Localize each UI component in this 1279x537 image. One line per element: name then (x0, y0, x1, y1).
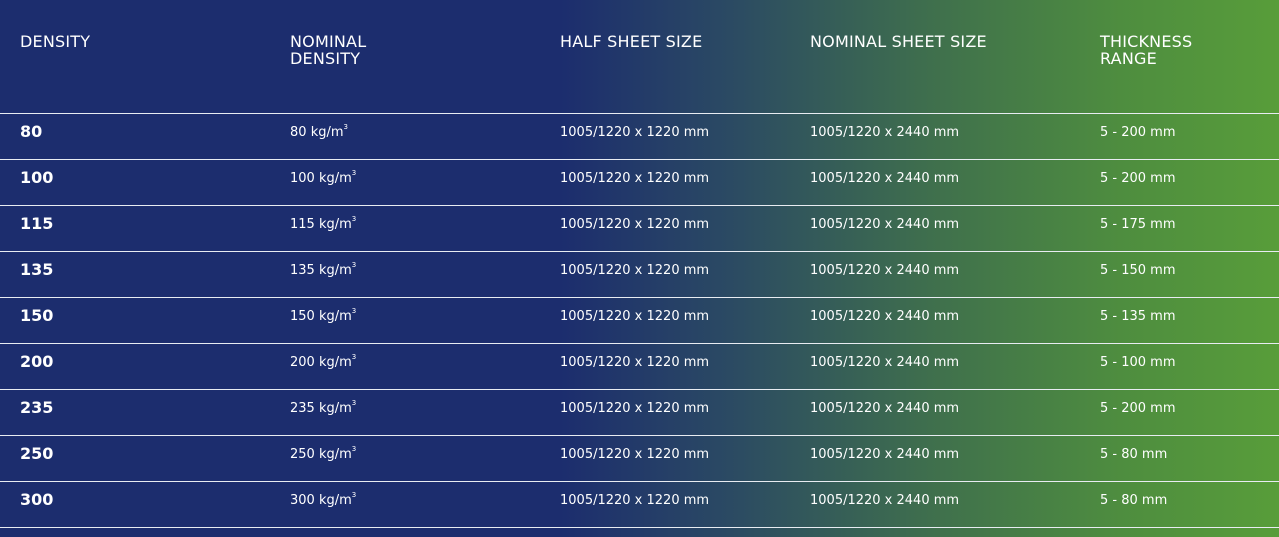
cell-thickness-range: 5 - 80 mm (1100, 481, 1279, 528)
cell-density: 100 (0, 159, 290, 206)
cell-nominal-density: 100 kg/m3 (290, 159, 560, 206)
unit: kg/m (318, 217, 352, 232)
cell-nominal-density: 200 kg/m3 (290, 343, 560, 390)
cell-density: 200 (0, 343, 290, 390)
unit: kg/m (318, 171, 352, 186)
header-row: DENSITY NOMINAL DENSITY HALF SHEET SIZE NOMI… (0, 0, 1279, 114)
table-row: 80 80 kg/m3 1005/1220 x 1220 mm 1005/1220 x… (0, 113, 1279, 160)
cell-nominal-sheet-size: 1005/1220 x 2440 mm (810, 297, 1100, 344)
cell-nominal-density: 80 kg/m3 (290, 113, 560, 160)
nominal-value: 115 (290, 217, 315, 232)
cell-thickness-range: 5 - 150 mm (1100, 251, 1279, 298)
nominal-value: 135 (290, 263, 315, 278)
cell-density: 115 (0, 205, 290, 252)
unit: kg/m (318, 309, 352, 324)
cell-half-sheet-size: 1005/1220 x 1220 mm (560, 113, 810, 160)
unit-exponent: 3 (351, 169, 357, 177)
cell-nominal-density: 300 kg/m3 (290, 481, 560, 528)
cell-density: 235 (0, 389, 290, 436)
unit-exponent: 3 (351, 353, 357, 361)
cell-nominal-density: 235 kg/m3 (290, 389, 560, 436)
cell-nominal-sheet-size: 1005/1220 x 2440 mm (810, 389, 1100, 436)
cell-thickness-range: 5 - 80 mm (1100, 435, 1279, 482)
cell-nominal-sheet-size: 1005/1220 x 2440 mm (810, 435, 1100, 482)
unit: kg/m (310, 125, 344, 140)
nominal-value: 150 (290, 309, 315, 324)
header-thickness-range: THICKNESS RANGE (1100, 32, 1193, 68)
table-row: 200 200 kg/m3 1005/1220 x 1220 mm 1005/1220… (0, 343, 1279, 390)
cell-nominal-density: 115 kg/m3 (290, 205, 560, 252)
table-row: 150 150 kg/m3 1005/1220 x 1220 mm 1005/1220… (0, 297, 1279, 344)
cell-half-sheet-size: 1005/1220 x 1220 mm (560, 205, 810, 252)
unit-exponent: 3 (351, 215, 357, 223)
unit: kg/m (318, 401, 352, 416)
nominal-value: 200 (290, 355, 315, 370)
unit-exponent: 3 (351, 307, 357, 315)
table-row: 300 300 kg/m3 1005/1220 x 1220 mm 1005/1220… (0, 481, 1279, 528)
header-density: DENSITY (20, 32, 91, 51)
header-nominal-density: NOMINAL DENSITY (290, 32, 367, 68)
table-body: 80 80 kg/m3 1005/1220 x 1220 mm 1005/1220 x… (0, 113, 1279, 528)
cell-thickness-range: 5 - 100 mm (1100, 343, 1279, 390)
cell-half-sheet-size: 1005/1220 x 1220 mm (560, 251, 810, 298)
cell-density: 250 (0, 435, 290, 482)
table-row: 235 235 kg/m3 1005/1220 x 1220 mm 1005/1220… (0, 389, 1279, 436)
nominal-value: 100 (290, 171, 315, 186)
cell-nominal-sheet-size: 1005/1220 x 2440 mm (810, 205, 1100, 252)
cell-thickness-range: 5 - 135 mm (1100, 297, 1279, 344)
header-nominal-sheet-size: NOMINAL SHEET SIZE (810, 32, 987, 51)
cell-half-sheet-size: 1005/1220 x 1220 mm (560, 297, 810, 344)
cell-nominal-sheet-size: 1005/1220 x 2440 mm (810, 159, 1100, 206)
cell-density: 80 (0, 113, 290, 160)
table-row: 250 250 kg/m3 1005/1220 x 1220 mm 1005/1220… (0, 435, 1279, 482)
cell-density: 300 (0, 481, 290, 528)
cell-nominal-density: 135 kg/m3 (290, 251, 560, 298)
nominal-value: 80 (290, 125, 307, 140)
cell-nominal-sheet-size: 1005/1220 x 2440 mm (810, 251, 1100, 298)
cell-thickness-range: 5 - 200 mm (1100, 159, 1279, 206)
cell-thickness-range: 5 - 175 mm (1100, 205, 1279, 252)
unit-exponent: 3 (351, 399, 357, 407)
cell-nominal-density: 250 kg/m3 (290, 435, 560, 482)
cell-thickness-range: 5 - 200 mm (1100, 389, 1279, 436)
cell-density: 135 (0, 251, 290, 298)
cell-density: 150 (0, 297, 290, 344)
unit-exponent: 3 (351, 261, 357, 269)
nominal-value: 235 (290, 401, 315, 416)
cell-nominal-sheet-size: 1005/1220 x 2440 mm (810, 113, 1100, 160)
cell-nominal-sheet-size: 1005/1220 x 2440 mm (810, 481, 1100, 528)
unit-exponent: 3 (351, 445, 357, 453)
unit: kg/m (318, 493, 352, 508)
unit-exponent: 3 (343, 123, 348, 131)
nominal-value: 250 (290, 447, 315, 462)
unit: kg/m (318, 447, 352, 462)
cell-half-sheet-size: 1005/1220 x 1220 mm (560, 389, 810, 436)
cell-nominal-sheet-size: 1005/1220 x 2440 mm (810, 343, 1100, 390)
nominal-value: 300 (290, 493, 315, 508)
cell-half-sheet-size: 1005/1220 x 1220 mm (560, 435, 810, 482)
unit: kg/m (318, 355, 352, 370)
cell-half-sheet-size: 1005/1220 x 1220 mm (560, 481, 810, 528)
cell-thickness-range: 5 - 200 mm (1100, 113, 1279, 160)
cell-half-sheet-size: 1005/1220 x 1220 mm (560, 343, 810, 390)
header-half-sheet-size: HALF SHEET SIZE (560, 32, 703, 51)
unit-exponent: 3 (351, 491, 357, 499)
unit: kg/m (318, 263, 352, 278)
cell-half-sheet-size: 1005/1220 x 1220 mm (560, 159, 810, 206)
table-row: 100 100 kg/m3 1005/1220 x 1220 mm 1005/1220… (0, 159, 1279, 206)
table-row: 115 115 kg/m3 1005/1220 x 1220 mm 1005/1220… (0, 205, 1279, 252)
table-row: 135 135 kg/m3 1005/1220 x 1220 mm 1005/1220… (0, 251, 1279, 298)
cell-nominal-density: 150 kg/m3 (290, 297, 560, 344)
